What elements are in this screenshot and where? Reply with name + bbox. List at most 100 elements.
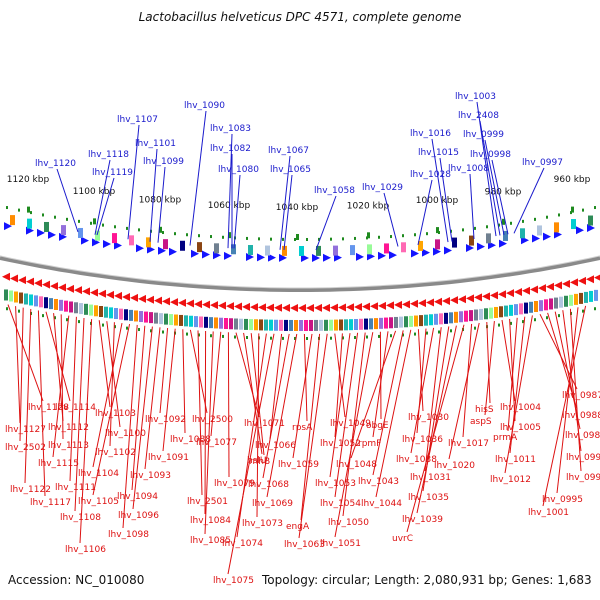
reverse-feature-block xyxy=(439,313,443,325)
forward-leader-line xyxy=(227,133,233,249)
outer-tick xyxy=(282,237,284,241)
kbp-tick-mark xyxy=(571,206,574,213)
reverse-gene-arrow xyxy=(506,289,514,298)
forward-leader-line xyxy=(96,177,115,236)
inner-tick xyxy=(306,336,308,340)
reverse-feature-block xyxy=(4,289,8,301)
outer-tick xyxy=(210,235,212,239)
forward-gene-label: lhv_1003 xyxy=(455,92,496,102)
forward-leader-line xyxy=(469,173,475,240)
reverse-leader-line xyxy=(504,315,533,474)
reverse-gene-arrow xyxy=(354,302,362,311)
reverse-leader-line xyxy=(334,333,343,438)
reverse-feature-block xyxy=(384,317,388,329)
forward-feature-block xyxy=(384,243,389,254)
outer-tick xyxy=(126,226,128,230)
forward-gene-arrow xyxy=(191,249,199,258)
reverse-gene-label: obgE xyxy=(366,421,389,431)
kbp-tick-label: 960 kbp xyxy=(554,175,591,185)
forward-gene-label: lhv_1080 xyxy=(218,165,259,175)
reverse-feature-block xyxy=(244,318,248,330)
reverse-feature-block xyxy=(234,318,238,330)
forward-feature-block xyxy=(537,225,542,236)
inner-tick xyxy=(378,334,380,338)
forward-feature-block xyxy=(129,235,134,246)
forward-feature-block xyxy=(282,245,287,256)
kbp-tick-mark xyxy=(502,218,505,225)
forward-leader-line xyxy=(513,167,545,234)
forward-gene-arrow xyxy=(356,252,364,261)
reverse-gene-label: lhv_1077 xyxy=(196,438,237,448)
forward-gene-arrow xyxy=(554,230,562,239)
outer-tick xyxy=(30,211,32,215)
reverse-leader-line xyxy=(53,313,64,422)
reverse-feature-block xyxy=(579,292,583,304)
reverse-gene-label: lhv_1092 xyxy=(145,415,186,425)
inner-tick xyxy=(126,326,128,330)
reverse-feature-block xyxy=(364,318,368,330)
reverse-gene-label: lhv_1063 xyxy=(284,540,325,550)
forward-leader-line xyxy=(189,110,207,246)
reverse-gene-arrow xyxy=(362,302,370,311)
reverse-gene-label: lhv_1117 xyxy=(30,498,71,508)
kbp-tick-mark xyxy=(27,206,30,213)
forward-leader-line xyxy=(491,159,509,235)
outer-tick xyxy=(486,225,488,229)
reverse-feature-block xyxy=(174,314,178,326)
reverse-feature-block xyxy=(464,310,468,322)
reverse-leader-line xyxy=(484,320,495,416)
reverse-gene-arrow xyxy=(394,300,402,309)
reverse-leader-line xyxy=(79,319,93,544)
reverse-leader-line xyxy=(448,322,480,460)
forward-leader-line xyxy=(157,166,166,243)
forward-feature-block xyxy=(350,245,355,256)
reverse-feature-block xyxy=(254,319,258,331)
inner-tick xyxy=(222,334,224,338)
reverse-gene-label: engA xyxy=(286,522,310,532)
outer-tick xyxy=(330,237,332,241)
forward-gene-arrow xyxy=(433,247,441,256)
reverse-leader-line xyxy=(15,306,21,424)
forward-gene-label: lhv_1107 xyxy=(117,115,158,125)
kbp-tick-label: 1100 kbp xyxy=(73,187,116,197)
reverse-feature-block xyxy=(294,319,298,331)
reverse-gene-arrow xyxy=(370,302,378,311)
reverse-gene-arrow xyxy=(298,303,306,312)
inner-tick xyxy=(426,331,428,335)
reverse-feature-block xyxy=(544,299,548,311)
reverse-feature-block xyxy=(99,306,103,318)
reverse-gene-label: lhv_1005 xyxy=(500,423,541,433)
kbp-tick-label: 1020 kbp xyxy=(347,201,390,211)
reverse-gene-label: lhv_1098 xyxy=(108,530,149,540)
reverse-feature-block xyxy=(179,314,183,326)
reverse-feature-block xyxy=(494,306,498,318)
reverse-feature-block xyxy=(479,308,483,320)
reverse-leader-line xyxy=(350,330,397,459)
forward-feature-block xyxy=(333,245,338,256)
reverse-gene-label: lhv_1035 xyxy=(408,493,449,503)
reverse-feature-block xyxy=(199,316,203,328)
reverse-leader-line xyxy=(52,315,70,458)
reverse-gene-arrow xyxy=(114,291,122,300)
reverse-feature-block xyxy=(284,319,288,331)
reverse-gene-label: lhv_0987 xyxy=(562,391,600,401)
forward-leader-line xyxy=(149,148,158,242)
outer-tick xyxy=(390,235,392,239)
kbp-tick-label: 1000 kbp xyxy=(416,196,459,206)
reverse-gene-label: lhv_1115 xyxy=(38,459,79,469)
reverse-feature-block xyxy=(139,311,143,323)
forward-gene-arrow xyxy=(312,253,320,262)
reverse-gene-label: lhv_1074 xyxy=(222,539,263,549)
reverse-feature-block xyxy=(504,305,508,317)
reverse-gene-arrow xyxy=(346,303,354,312)
outer-tick xyxy=(354,236,356,240)
reverse-leader-line xyxy=(132,326,153,510)
kbp-tick-label: 1120 kbp xyxy=(7,175,50,185)
forward-feature-block xyxy=(95,230,100,241)
reverse-gene-label: lhv_1036 xyxy=(402,435,443,445)
kbp-tick-mark xyxy=(93,218,96,225)
inner-tick xyxy=(54,316,56,320)
reverse-feature-block xyxy=(444,312,448,324)
outer-tick xyxy=(174,232,176,236)
reverse-feature-block xyxy=(339,319,343,331)
